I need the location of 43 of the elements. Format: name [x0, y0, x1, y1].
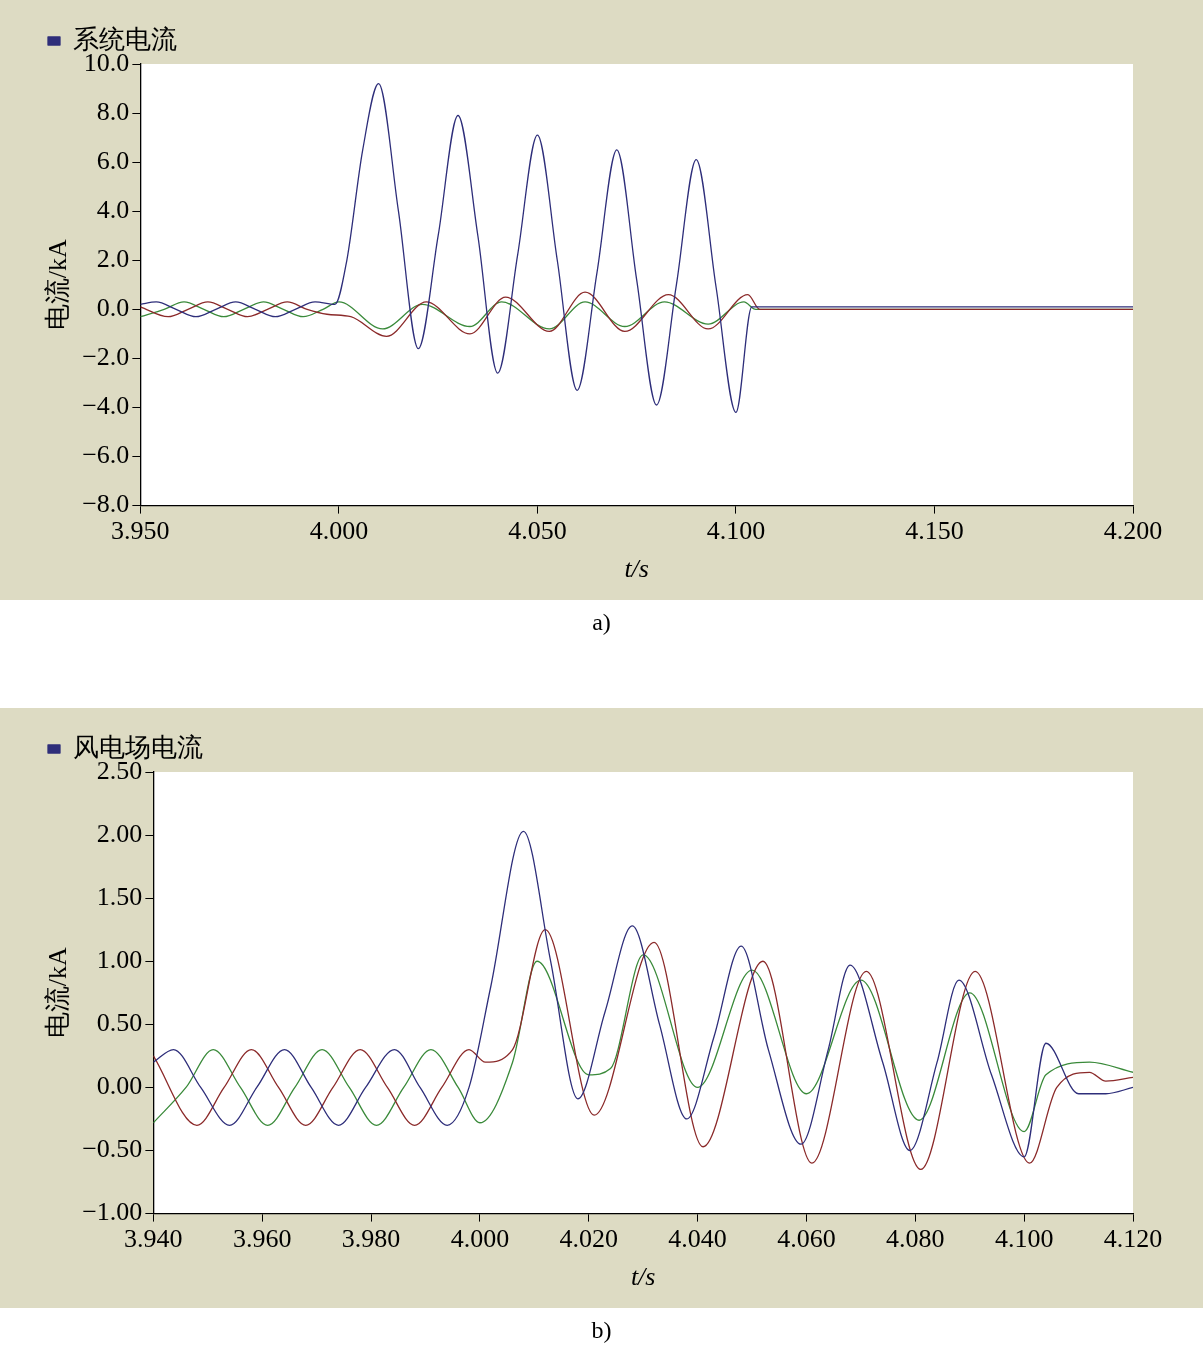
line-series	[140, 291, 1133, 337]
x-axis-title: t/s	[630, 1262, 656, 1292]
x-tick-label: 4.150	[905, 516, 964, 546]
y-tick-label: −0.50	[82, 1134, 143, 1164]
x-tick-label: 3.940	[124, 1224, 183, 1254]
y-tick-label: −2.0	[82, 342, 130, 372]
y-tick-label: −1.00	[82, 1197, 143, 1227]
text: a)	[591, 608, 612, 637]
y-tick-label: −8.0	[82, 489, 130, 519]
x-tick-label: 4.020	[559, 1224, 619, 1254]
y-tick-label: 1.50	[96, 882, 143, 911]
y-axis-title: 电流/kA	[43, 947, 73, 1039]
x-tick-label: 3.960	[232, 1224, 292, 1254]
x-tick-label: 4.050	[508, 516, 567, 546]
y-tick-label: −6.0	[82, 440, 130, 470]
x-tick-label: 4.100	[706, 516, 766, 546]
y-tick-label: 0.00	[96, 1071, 143, 1101]
x-tick-label: 4.060	[777, 1224, 836, 1254]
x-tick-label: 3.980	[341, 1224, 401, 1254]
line-series	[140, 82, 1133, 414]
y-tick-label: 0.50	[96, 1008, 143, 1038]
x-tick-label: 4.000	[450, 1224, 510, 1254]
y-axis-title: 电流/kA	[43, 239, 73, 331]
x-tick-label: 4.040	[668, 1224, 727, 1254]
y-tick-label: 4.0	[96, 195, 130, 225]
line-series	[153, 954, 1133, 1133]
line-series	[153, 830, 1133, 1158]
y-tick-label: 1.00	[96, 945, 143, 975]
y-tick-label: −4.0	[82, 391, 130, 421]
line-series	[153, 929, 1133, 1171]
x-tick-label: 4.000	[309, 516, 369, 546]
x-axis-title: t/s	[624, 554, 649, 584]
x-tick-label: 4.100	[994, 1224, 1054, 1254]
x-tick-label: 4.200	[1103, 516, 1163, 546]
y-tick-label: 2.00	[96, 818, 143, 848]
y-tick-label: 0.0	[96, 293, 130, 323]
x-tick-label: 4.080	[886, 1224, 945, 1254]
text: b)	[590, 1316, 613, 1345]
x-tick-label: 3.950	[111, 516, 170, 546]
x-tick-label: 4.120	[1103, 1224, 1163, 1254]
y-tick-label: 2.0	[96, 244, 130, 274]
y-tick-label: 8.0	[96, 96, 130, 126]
y-tick-label: 6.0	[96, 145, 130, 175]
